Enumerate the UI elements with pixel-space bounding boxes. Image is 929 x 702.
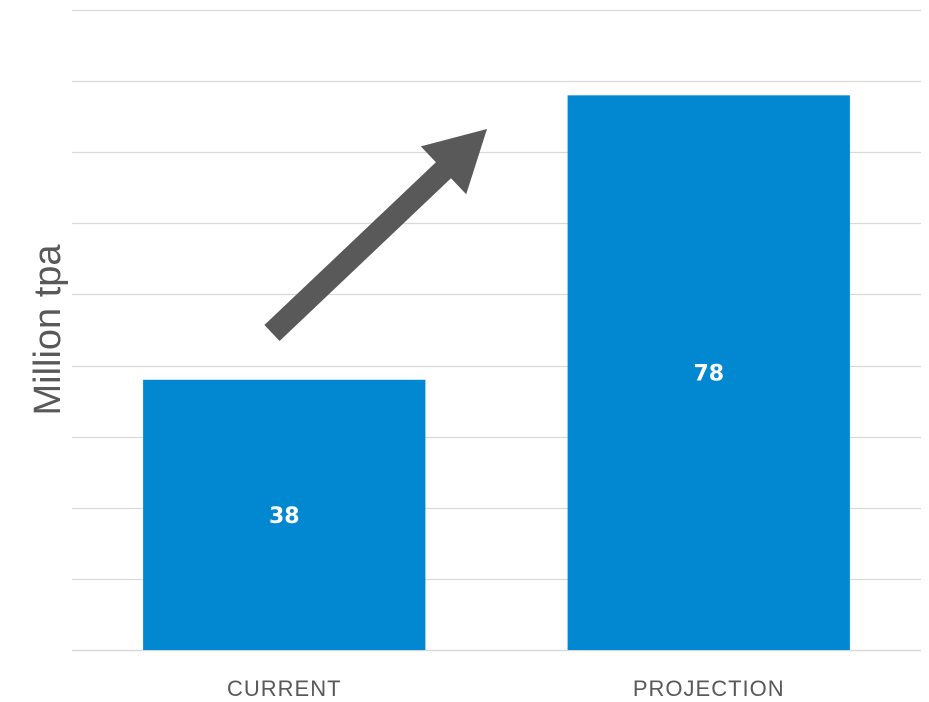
x-tick-projection: PROJECTION [633,676,785,701]
bar-current [143,379,426,650]
y-axis-label: Million tpa [27,244,69,416]
data-labels: 38 78 [269,362,724,529]
bar-projection [567,95,850,651]
x-tick-labels: CURRENT PROJECTION [227,676,785,701]
bars [143,95,850,651]
data-label-current: 38 [269,504,300,529]
arrow-shape [264,129,487,341]
data-label-projection: 78 [693,362,724,387]
trend-arrow-icon [264,129,487,341]
x-tick-current: CURRENT [227,676,342,701]
